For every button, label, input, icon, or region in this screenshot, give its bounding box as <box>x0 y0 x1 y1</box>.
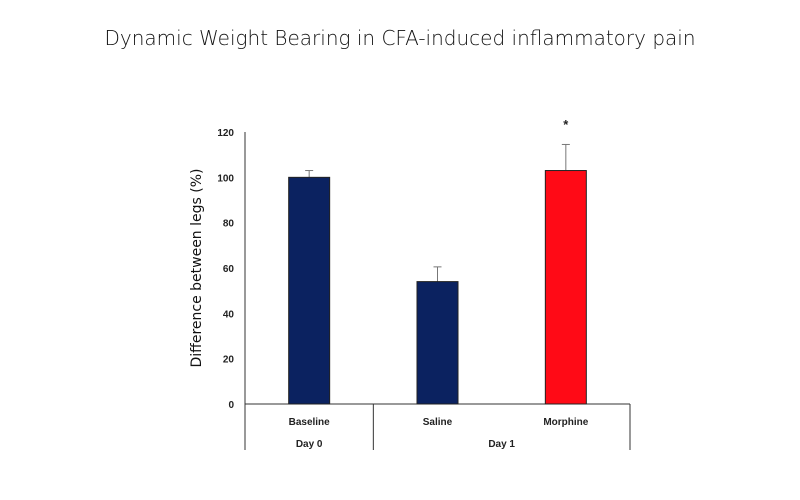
y-tick-label: 120 <box>217 128 234 139</box>
y-tick-label: 80 <box>223 219 235 230</box>
significance-asterisk: * <box>563 117 569 132</box>
x-category-label: Morphine <box>543 417 588 428</box>
y-tick-label: 0 <box>228 400 234 411</box>
y-tick-label: 40 <box>223 309 235 320</box>
y-axis-label: Difference between legs (%) <box>189 169 205 368</box>
x-group-label: Day 1 <box>488 439 515 450</box>
y-tick-label: 20 <box>223 355 235 366</box>
bar-baseline <box>288 176 331 405</box>
x-category-label: Baseline <box>289 417 331 428</box>
y-tick-label: 100 <box>217 173 234 184</box>
bar-morphine <box>544 170 587 405</box>
chart-title: Dynamic Weight Bearing in CFA-induced in… <box>104 26 696 50</box>
x-category-label: Saline <box>423 417 453 428</box>
y-tick-label: 60 <box>223 264 235 275</box>
x-group-label: Day 0 <box>296 439 323 450</box>
bar-saline <box>416 281 459 405</box>
